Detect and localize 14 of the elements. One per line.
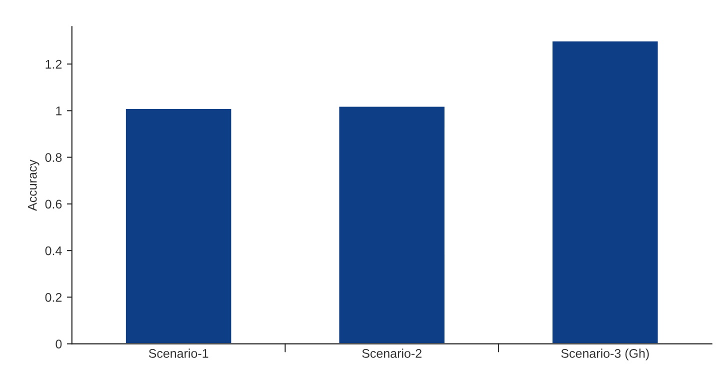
x-tick-label: Scenario-2	[362, 348, 422, 358]
y-axis-title: Accuracy	[28, 160, 40, 211]
bar	[551, 40, 660, 344]
x-tick-label: Scenario-1	[148, 348, 208, 358]
y-tick-label: 0.4	[45, 246, 62, 256]
y-tick-label: 0	[56, 340, 62, 348]
y-tick-label: 0.2	[45, 292, 62, 302]
bar	[338, 105, 446, 344]
y-tick-label: 1.2	[46, 60, 62, 69]
y-tick-label: 0.6	[45, 200, 62, 209]
y-tick-label: 0.8	[45, 153, 62, 162]
bar	[124, 108, 233, 344]
x-tick-label: Scenario-3 (Gh)	[561, 348, 649, 360]
y-tick-label: 1	[56, 106, 62, 116]
